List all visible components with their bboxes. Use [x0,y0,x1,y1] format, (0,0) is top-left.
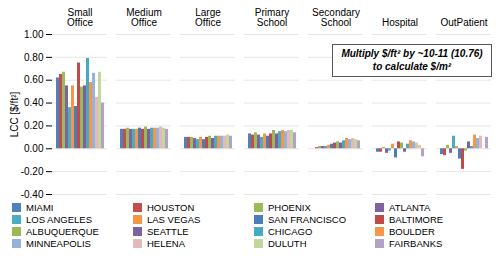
svg-text:SecondarySchool: SecondarySchool [312,7,360,28]
svg-text:Hospital: Hospital [382,17,418,28]
svg-text:-0.20: -0.20 [21,166,44,177]
svg-text:LCC [$/ft²]: LCC [$/ft²] [9,92,20,138]
html-text:LAS VEGAS: LAS VEGAS [147,214,201,225]
html-text:Multiply $/ft² by ~10-11 (10.7: Multiply $/ft² by ~10-11 (10.76) to calc… [341,48,483,72]
html-text:CHICAGO: CHICAGO [268,226,313,237]
html-text:SAN FRANCISCO: SAN FRANCISCO [268,214,347,225]
html-text:LOS ANGELES: LOS ANGELES [26,214,92,225]
html-text:BALTIMORE: BALTIMORE [389,214,444,225]
svg-text:0.00: 0.00 [24,143,44,154]
svg-text:0.20: 0.20 [24,120,44,131]
html-text:HELENA: HELENA [147,238,185,249]
html-text:ALBUQUERQUE: ALBUQUERQUE [26,226,99,237]
svg-text:SmallOffice: SmallOffice [67,7,93,28]
html-text:FAIRBANKS: FAIRBANKS [389,238,443,249]
html-text:SEATTLE: SEATTLE [147,226,189,237]
svg-text:MediumOffice: MediumOffice [126,7,162,28]
svg-text:LargeOffice: LargeOffice [195,7,221,28]
svg-text:1.00: 1.00 [24,29,44,40]
html-text:PHOENIX: PHOENIX [268,202,311,213]
svg-text:0.40: 0.40 [24,97,44,108]
svg-text:OutPatient: OutPatient [440,17,487,28]
html-text:MINNEAPOLIS: MINNEAPOLIS [26,238,91,249]
svg-text:-0.40: -0.40 [21,189,44,200]
html-text:DULUTH: DULUTH [268,238,307,249]
svg-text:0.80: 0.80 [24,52,44,63]
html-text:MIAMI: MIAMI [26,202,54,213]
html-text:HOUSTON: HOUSTON [147,202,195,213]
svg-text:0.60: 0.60 [24,74,44,85]
html-text:ATLANTA: ATLANTA [389,202,431,213]
html-text:BOULDER: BOULDER [389,226,435,237]
svg-text:PrimarySchool: PrimarySchool [255,7,289,28]
